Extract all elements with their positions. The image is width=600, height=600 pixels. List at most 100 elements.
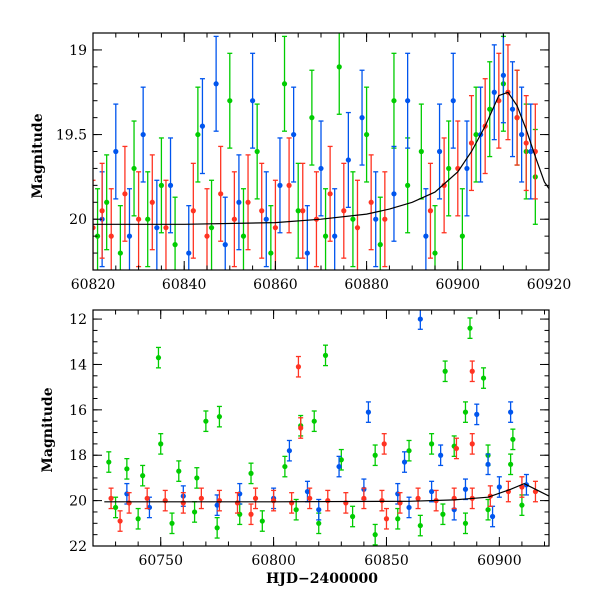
bottom-panel-x-axis-label: HJD−2400000 <box>266 571 378 587</box>
data-point-green <box>282 455 288 478</box>
x-tick-label: 60860 <box>253 277 298 293</box>
data-point-blue <box>485 453 491 476</box>
data-point-red <box>108 188 114 270</box>
top-panel-y-axis-label: Magnitude <box>30 113 46 198</box>
top-panel-model-curve <box>93 91 549 225</box>
plot-frame <box>92 309 550 547</box>
data-point-blue <box>429 480 435 503</box>
data-point-green <box>350 505 356 528</box>
data-point-green <box>440 503 446 526</box>
data-point-green <box>117 205 123 270</box>
data-point-green <box>459 188 465 270</box>
data-point-blue <box>140 86 146 183</box>
data-point-red <box>379 489 385 512</box>
model-curve <box>104 482 549 503</box>
data-point-blue <box>391 145 397 242</box>
top-panel-marks <box>93 33 538 270</box>
y-tick-label: 12 <box>69 312 87 328</box>
data-point-green <box>94 188 101 270</box>
data-point-green <box>336 33 342 115</box>
bottom-panel-tick-labels: 60750 60800 60850 60900 12 14 16 18 20 22 <box>69 312 521 569</box>
data-point-red <box>532 480 539 503</box>
data-point-blue <box>491 44 497 141</box>
data-point-red <box>300 162 306 259</box>
data-point-green <box>338 448 344 471</box>
data-point-green <box>322 344 329 367</box>
data-point-red <box>93 179 96 270</box>
data-point-red <box>162 489 168 512</box>
data-point-green <box>254 103 260 200</box>
data-point-green <box>158 433 164 455</box>
data-point-green <box>172 196 178 270</box>
data-point-blue <box>236 154 242 251</box>
data-point-green <box>429 433 435 455</box>
data-point-green <box>418 103 424 200</box>
x-tick-label: 60900 <box>436 277 481 293</box>
data-point-green <box>311 410 317 433</box>
data-point-blue <box>250 52 256 149</box>
data-point-blue <box>126 188 133 270</box>
data-point-green <box>442 360 448 383</box>
bottom-panel-marks <box>106 310 539 546</box>
data-point-red <box>163 179 169 270</box>
data-point-red <box>325 489 331 512</box>
data-point-blue <box>509 61 516 158</box>
data-point-red <box>383 507 390 530</box>
data-point-blue <box>332 188 338 270</box>
data-point-blue <box>496 476 502 498</box>
data-point-blue <box>316 498 322 521</box>
data-point-green <box>462 512 469 535</box>
data-point-red <box>136 171 142 268</box>
data-point-green <box>417 514 423 537</box>
data-point-green <box>140 464 146 487</box>
data-point-blue <box>318 120 324 217</box>
data-point-red <box>468 94 475 192</box>
y-tick-label: 14 <box>69 357 87 373</box>
x-tick-label: 60800 <box>251 553 296 569</box>
data-point-blue <box>438 444 444 467</box>
data-point-red <box>505 480 511 503</box>
data-point-blue <box>222 196 228 270</box>
data-point-green <box>350 171 356 268</box>
top-panel-tick-labels: 60820 60840 60860 60880 60900 60920 19 19.5 20 <box>56 43 571 293</box>
data-point-red <box>231 171 237 268</box>
data-point-red <box>307 487 313 510</box>
data-point-red <box>427 162 434 259</box>
data-point-green <box>194 467 200 489</box>
data-point-blue <box>154 179 160 270</box>
x-tick-label: 60840 <box>162 277 207 293</box>
data-point-green <box>195 86 201 183</box>
data-point-green <box>135 507 141 530</box>
data-point-green <box>191 501 198 523</box>
x-tick-label: 60900 <box>477 553 522 569</box>
data-point-green <box>510 428 516 451</box>
data-point-red <box>149 154 155 251</box>
data-point-green <box>106 451 112 473</box>
data-point-green <box>203 410 209 433</box>
data-point-green <box>240 188 247 270</box>
bottom-panel-axes <box>92 309 550 547</box>
data-point-red <box>298 417 304 439</box>
data-point-green <box>391 52 397 149</box>
data-point-red <box>327 145 333 242</box>
data-point-red <box>341 162 347 259</box>
data-point-green <box>145 171 151 268</box>
data-point-red <box>198 487 204 510</box>
data-point-blue <box>213 35 219 132</box>
data-point-green <box>112 496 119 519</box>
data-point-blue <box>336 455 342 478</box>
data-point-red <box>441 137 447 234</box>
data-point-green <box>462 401 469 423</box>
x-tick-label: 60750 <box>138 553 183 569</box>
data-point-green <box>295 162 301 259</box>
data-point-blue <box>113 103 119 200</box>
bottom-panel-model-curve <box>104 482 549 503</box>
data-point-blue <box>450 52 456 149</box>
data-point-red <box>514 69 520 166</box>
y-tick-label: 19 <box>69 43 87 59</box>
data-point-blue <box>167 137 174 234</box>
x-tick-label: 60880 <box>344 277 389 293</box>
y-tick-label: 22 <box>69 539 87 555</box>
data-point-blue <box>405 52 411 149</box>
